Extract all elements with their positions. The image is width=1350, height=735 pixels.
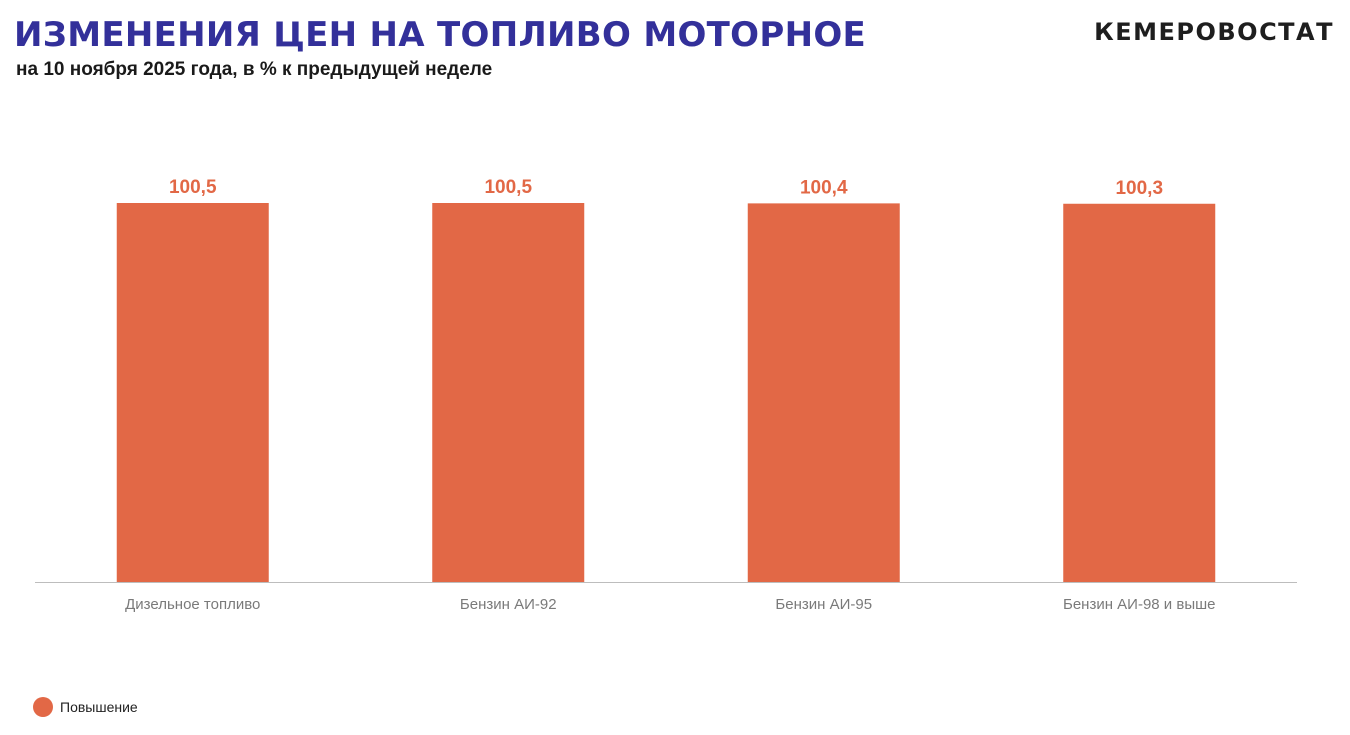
value-label-4: 100,3: [1115, 178, 1163, 199]
x-tick-label-2: Бензин АИ-92: [460, 596, 557, 613]
bar-3: [747, 203, 900, 582]
kemerovostat-logo: КЕМЕРОВОСТАТ: [1094, 18, 1334, 46]
bar-1: [116, 203, 269, 582]
x-tick-label-3: Бензин АИ-95: [775, 596, 872, 613]
chart-subtitle: на 10 ноября 2025 года, в % к предыдущей…: [16, 59, 493, 80]
bar-4: [1063, 203, 1216, 583]
value-label-3: 100,4: [800, 177, 848, 198]
legend-label-increase: Повышение: [60, 699, 138, 715]
legend: Повышение: [33, 697, 138, 717]
x-tick-label-4: Бензин АИ-98 и выше: [1063, 596, 1215, 613]
value-label-2: 100,5: [484, 177, 532, 198]
bar-2: [432, 203, 585, 582]
x-tick-label-1: Дизельное топливо: [125, 596, 260, 613]
chart-title: ИЗМЕНЕНИЯ ЦЕН НА ТОПЛИВО МОТОРНОЕ: [14, 15, 867, 55]
legend-swatch-increase: [33, 697, 53, 717]
value-label-1: 100,5: [169, 177, 217, 198]
